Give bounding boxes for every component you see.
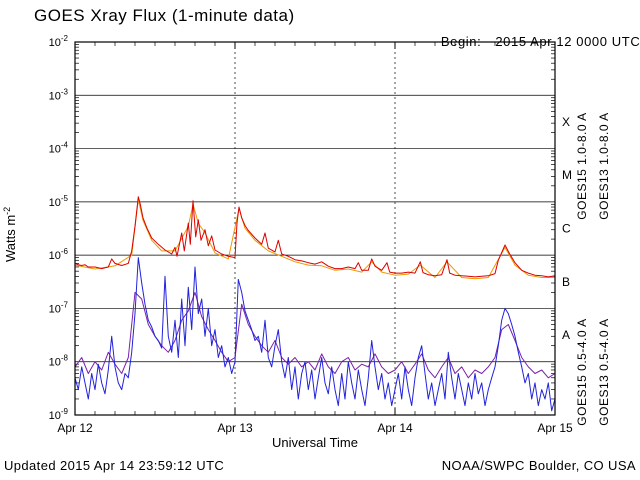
flare-class-a: A — [562, 328, 570, 342]
x-tick-label: Apr 13 — [217, 421, 253, 435]
goes13-short-legend: GOES13 0.5-4.0 A — [597, 318, 611, 425]
y-tick-label: 10-4 — [49, 141, 69, 156]
y-tick-label: 10-7 — [49, 300, 69, 315]
xray-flux-chart: Watts m-2 Universal Time 10-2 10-3 10-4 10-… — [2, 34, 611, 450]
goes15-long-line — [74, 196, 556, 278]
y-tick-label: 10-9 — [49, 407, 69, 422]
y-axis-title: Watts m-2 — [2, 207, 18, 262]
y-tick-label: 10-2 — [49, 34, 69, 49]
updated-timestamp: Updated 2015 Apr 14 23:59:12 UTC — [4, 458, 225, 473]
flare-class-c: C — [562, 222, 571, 236]
y-tick-label: 10-3 — [49, 87, 69, 102]
goes15-short-legend: GOES15 0.5-4.0 A — [575, 318, 589, 425]
goes15-short-line — [74, 257, 556, 412]
x-tick-label: Apr 15 — [537, 421, 573, 435]
x-tick-label: Apr 12 — [57, 421, 93, 435]
x-tick-label: Apr 14 — [377, 421, 413, 435]
page-title: GOES Xray Flux (1-minute data) — [34, 6, 295, 25]
y-tick-label: 10-5 — [49, 194, 69, 209]
goes13-long-legend: GOES13 1.0-8.0 A — [597, 112, 611, 219]
goes13-long-line — [74, 199, 555, 280]
y-tick-label: 10-6 — [49, 247, 69, 262]
goes13-short-line — [74, 291, 556, 379]
plot-frame — [74, 41, 556, 416]
flare-class-b: B — [562, 275, 570, 289]
flare-class-x: X — [562, 115, 570, 129]
flare-class-m: M — [562, 168, 572, 182]
y-tick-label: 10-8 — [49, 354, 69, 369]
goes15-long-legend: GOES15 1.0-8.0 A — [575, 112, 589, 219]
source-attribution: NOAA/SWPC Boulder, CO USA — [441, 458, 636, 473]
x-axis-title: Universal Time — [272, 435, 358, 450]
